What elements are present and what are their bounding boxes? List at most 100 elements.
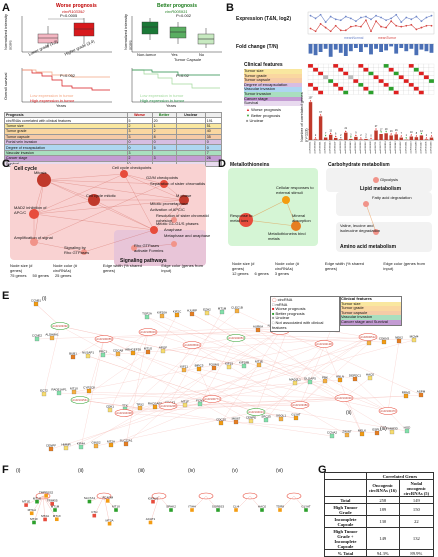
clin-cell (394, 64, 399, 68)
fc-bar (404, 44, 408, 51)
mrna-label: CDKN3 (379, 336, 390, 340)
mrna-label: MAD2L1 (289, 377, 301, 381)
mrna-node (397, 339, 401, 343)
mrna-label: MT1F (30, 517, 38, 521)
mrna-label: MT2A (106, 518, 114, 522)
mrna-node (124, 442, 128, 446)
panel-f-sub-tag: (vi) (276, 468, 283, 474)
mrna-node (79, 445, 83, 449)
panel-d-node-label: Fatty acid degradation (372, 196, 412, 201)
mrna-label: ACADM (102, 495, 113, 499)
mrna-node (53, 508, 57, 512)
expr-point-tumor (405, 25, 407, 27)
clin-cell (384, 75, 389, 79)
mrna-node (197, 367, 201, 371)
panel-b-letter: B (226, 2, 234, 14)
clin-cell (318, 75, 323, 79)
clin-cell (348, 64, 353, 68)
clin-cell (358, 91, 363, 95)
clin-cell (379, 87, 384, 91)
panel-g-header-top: Correlated Genes (366, 473, 433, 480)
mrna-node (42, 392, 46, 396)
fc-bar (425, 44, 429, 51)
clin-cell (424, 83, 429, 87)
clin-cell (384, 87, 389, 91)
mrna-node (35, 337, 39, 341)
gene-count-label: 16 (395, 129, 398, 132)
mrna-node (367, 341, 371, 345)
gene-count-label: 107 (309, 97, 314, 100)
clin-cell (313, 79, 318, 83)
edge (199, 369, 212, 399)
mrna-label: DLGAP5 (304, 376, 316, 380)
clin-cell (353, 83, 358, 87)
mrna-node (116, 352, 120, 356)
fc-bar (430, 44, 434, 53)
edge (66, 344, 324, 448)
expr-point-tumor (350, 26, 352, 28)
expr-point-normal (421, 20, 423, 22)
clin-cell (379, 68, 384, 72)
legend-size-item: 3 genes (275, 272, 289, 277)
panel-g-table: Correlated Genes Oncogenic circRNAs (16)… (324, 472, 434, 557)
clin-cell (338, 64, 343, 68)
expr-line-normal (311, 15, 432, 22)
mrna-label: TRIM55 (47, 498, 58, 502)
clin-cell (399, 64, 404, 68)
gene-count-bar (389, 135, 392, 140)
clin-cell (424, 64, 429, 68)
clin-cell (368, 91, 373, 95)
fc-bar (314, 44, 318, 55)
expr-point-tumor (390, 20, 392, 22)
mrna-node (404, 394, 408, 398)
mrna-node (114, 508, 118, 512)
clin-cell (374, 64, 379, 68)
mrna-node (109, 443, 113, 447)
clin-cell (353, 75, 358, 79)
clin-cell (308, 75, 313, 79)
clin-cell (429, 87, 434, 91)
panel-c-node-label: Mitotic prometaphase (150, 202, 188, 207)
clin-cell (343, 79, 348, 83)
mrna-node (43, 518, 47, 522)
clin-cell (424, 75, 429, 79)
clin-cell (419, 68, 424, 72)
clin-cell (394, 91, 399, 95)
mrna-node (235, 309, 239, 313)
panel-b-fc-label: Fold change (T/N) (236, 44, 306, 50)
expr-point-tumor (370, 30, 372, 32)
panel-a-pval-right: P=0.002 (176, 14, 191, 19)
clin-cell (429, 79, 434, 83)
clin-cell (424, 87, 429, 91)
mrna-node (169, 508, 173, 512)
panel-b-ylabel-genes: Number of correlated genes (n=113) (300, 92, 309, 142)
mrna-label: TOP2A (142, 311, 152, 315)
panel-a-group-nontumor: Non-tumor (137, 53, 156, 58)
clin-cell (409, 75, 414, 79)
edge (155, 345, 192, 407)
panel-c-node-label: G2/M checkpoints (146, 176, 178, 181)
clin-cell (333, 83, 338, 87)
mrna-label: DEPDC1 (349, 373, 362, 377)
x-tick-label: circR001305 (424, 141, 427, 154)
mrna-node (412, 338, 416, 342)
expr-point-normal (375, 15, 377, 17)
panel-g-col-nodal: Nodal oncogenic circRNAs (5) (399, 480, 433, 497)
clin-cell (394, 83, 399, 87)
clin-cell (379, 83, 384, 87)
clin-item: Survival (244, 101, 302, 106)
mrna-label: GLYAT (301, 505, 310, 509)
x-tick-label: circR000834 (384, 141, 387, 154)
fc-bar (419, 44, 423, 50)
mrna-node (131, 351, 135, 355)
mrna-node (390, 430, 394, 434)
mrna-node (257, 363, 261, 367)
fc-bar (399, 44, 403, 48)
panel-e-letter: E (2, 290, 9, 302)
x-tick-label: circR000668 (369, 141, 372, 154)
circrna-label: circR101541 (72, 398, 88, 402)
mrna-label: ASPM (417, 389, 426, 393)
clin-cell (409, 72, 414, 76)
clin-cell (409, 91, 414, 95)
